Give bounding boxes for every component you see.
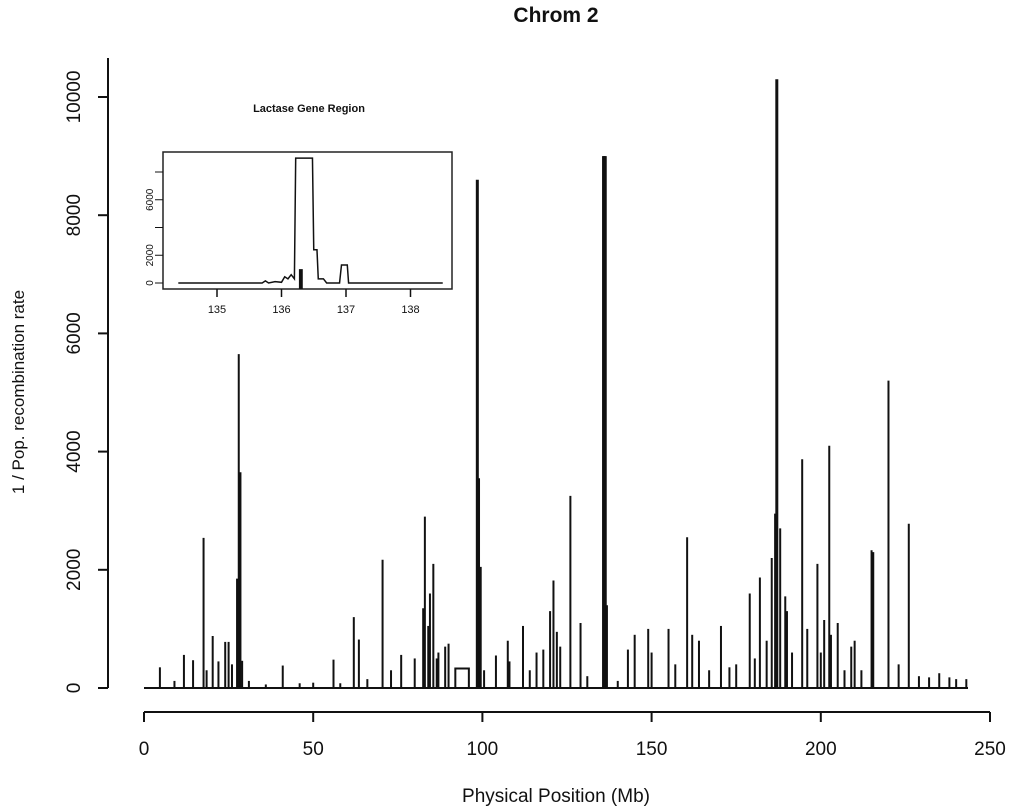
inset-x-tick-label: 138	[401, 304, 419, 316]
inset-x-tick-label: 137	[337, 304, 355, 316]
y-axis-label: 1 / Pop. recombination rate	[9, 290, 28, 494]
x-tick-label: 50	[303, 739, 324, 760]
y-tick-label: 6000	[64, 312, 85, 354]
inset-frame	[162, 151, 453, 290]
x-axis-label: Physical Position (Mb)	[462, 786, 650, 807]
inset-y-tick-label: 0	[145, 280, 156, 286]
x-tick-label: 100	[467, 739, 499, 760]
inset-title: Lactase Gene Region	[253, 103, 365, 115]
inset-chart: 135 136 137 138 0 2000 6000	[145, 151, 453, 316]
plateau	[454, 667, 470, 688]
chart-title: Chrom 2	[513, 4, 598, 27]
x-tick-label: 0	[139, 739, 150, 760]
axes: 0 50 100 150 200 250 0 2000 4000 6000 8000 10000	[64, 58, 1006, 760]
inset-y-tick-label: 6000	[145, 188, 156, 211]
inset-y-tick-label: 2000	[145, 244, 156, 267]
data-series	[144, 79, 969, 689]
inset-black-bar	[298, 269, 303, 289]
x-tick-label: 250	[974, 739, 1006, 760]
x-tick-label: 150	[636, 739, 668, 760]
y-tick-label: 10000	[64, 71, 85, 124]
y-tick-label: 4000	[64, 430, 85, 472]
y-tick-label: 8000	[64, 194, 85, 236]
x-tick-label: 200	[805, 739, 837, 760]
y-tick-label: 2000	[64, 549, 85, 591]
inset-series	[178, 157, 443, 284]
y-tick-label: 0	[64, 683, 85, 694]
inset-x-tick-label: 135	[208, 304, 226, 316]
inset-x-tick-label: 136	[272, 304, 290, 316]
